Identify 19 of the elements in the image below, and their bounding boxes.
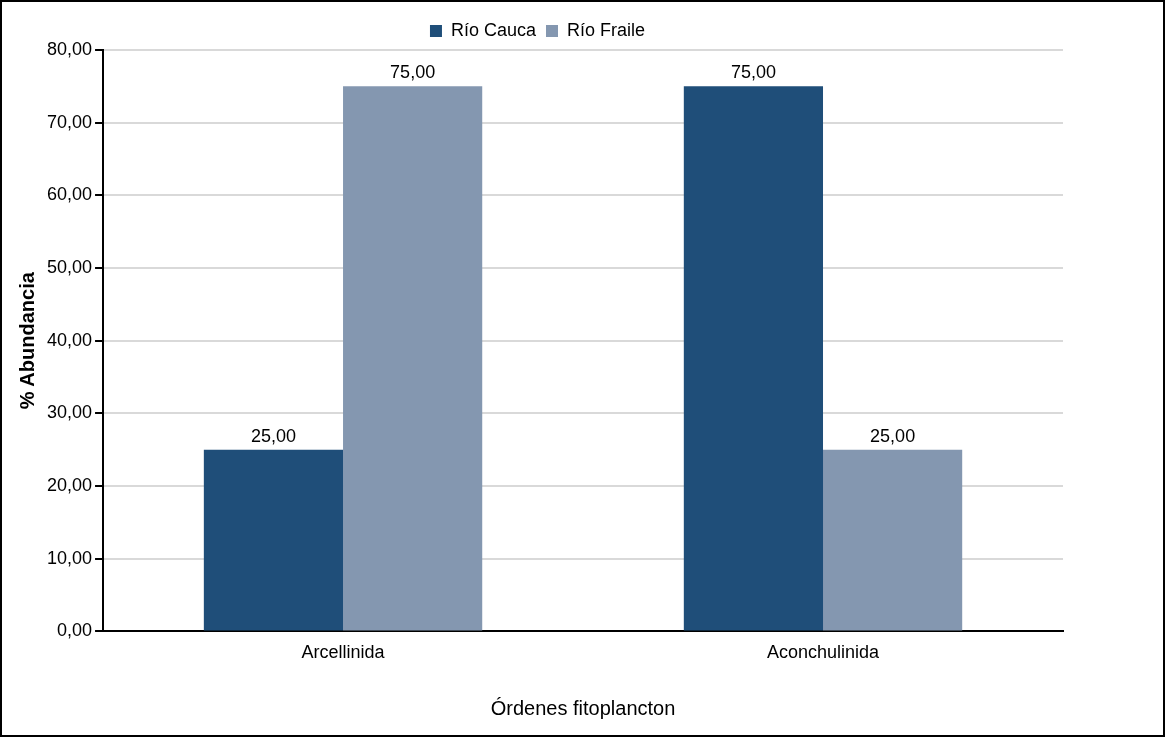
y-tick-label: 30,00: [47, 402, 93, 423]
data-label: 75,00: [390, 62, 436, 83]
y-tick-label: 60,00: [47, 184, 93, 205]
x-tick-label: Arcellinida: [301, 642, 386, 663]
legend-label: Río Cauca: [450, 19, 537, 40]
data-label: 25,00: [250, 425, 296, 446]
x-axis-title: Órdenes fitoplancton: [490, 696, 676, 719]
y-axis-title: % Abundancia: [15, 271, 38, 410]
data-label: 75,00: [730, 62, 776, 83]
y-tick-label: 20,00: [47, 475, 93, 496]
y-tick-label: 50,00: [47, 256, 93, 277]
legend-label: Río Fraile: [567, 19, 646, 40]
x-tick-label: Aconchulinida: [766, 642, 881, 663]
y-tick-label: 40,00: [47, 329, 93, 350]
y-tick-label: 0,00: [57, 620, 93, 641]
y-tick-label: 80,00: [47, 38, 93, 59]
data-label: 25,00: [870, 425, 916, 446]
y-tick-label: 10,00: [47, 547, 93, 568]
y-tick-label: 70,00: [47, 111, 93, 132]
